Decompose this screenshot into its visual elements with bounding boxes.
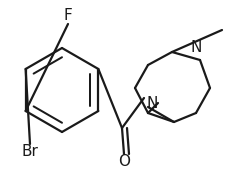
Text: Br: Br bbox=[22, 144, 38, 159]
Text: N: N bbox=[190, 39, 202, 55]
Text: O: O bbox=[118, 155, 130, 169]
Text: N: N bbox=[146, 96, 158, 111]
Text: F: F bbox=[64, 8, 72, 24]
